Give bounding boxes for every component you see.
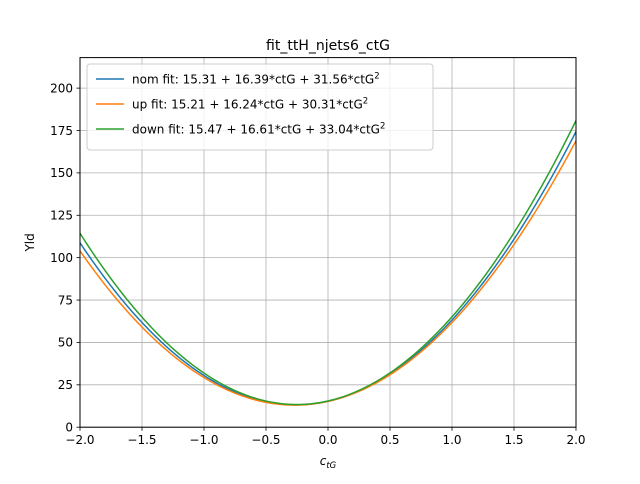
legend-label-1: up fit: 15.21 + 16.24*ctG + 30.31*ctG2 [132,97,368,112]
x-tick-label: −1.5 [127,433,156,447]
y-axis-ticks: 0 25 50 75 100 125 150 175 200 [50,81,80,435]
series-lines [79,120,577,406]
y-tick-label: 125 [50,209,73,223]
legend-label-superscript: 2 [363,97,368,107]
y-tick-label: 100 [50,251,73,265]
y-tick-label: 150 [50,166,73,180]
x-tick-label: 1.5 [504,433,523,447]
y-tick-label: 175 [50,124,73,138]
y-tick-label: 200 [50,81,73,95]
series-line-2 [79,120,577,406]
x-tick-label: 0.0 [318,433,337,447]
legend-label-superscript: 2 [374,72,379,82]
y-tick-label: 25 [58,378,73,392]
y-tick-label: 75 [58,293,73,307]
x-tick-label: −2.0 [65,433,94,447]
legend-label-2: down fit: 15.47 + 16.61*ctG + 33.04*ctG2 [132,122,385,137]
legend-label-0: nom fit: 15.31 + 16.39*ctG + 31.56*ctG2 [132,72,380,87]
chart-title: fit_ttH_njets6_ctG [266,38,390,54]
x-tick-label: 1.0 [442,433,461,447]
legend-box [86,63,434,151]
y-tick-label: 0 [65,421,73,435]
x-axis-ticks: −2.0 −1.5 −1.0 −0.5 0.0 0.5 1.0 1.5 2.0 [65,427,586,447]
x-axis-label-subscript: tG [326,461,336,471]
x-tick-label: −0.5 [251,433,280,447]
y-axis-label: Yld [23,233,37,252]
x-axis-label: ctG [320,454,337,471]
x-tick-label: −1.0 [189,433,218,447]
y-tick-label: 50 [58,336,73,350]
legend: nom fit: 15.31 + 16.39*ctG + 31.56*ctG2 u… [86,63,434,151]
legend-label-superscript: 2 [380,122,385,132]
x-tick-label: 0.5 [380,433,399,447]
x-axis-label-main: c [320,454,327,468]
x-tick-label: 2.0 [566,433,585,447]
